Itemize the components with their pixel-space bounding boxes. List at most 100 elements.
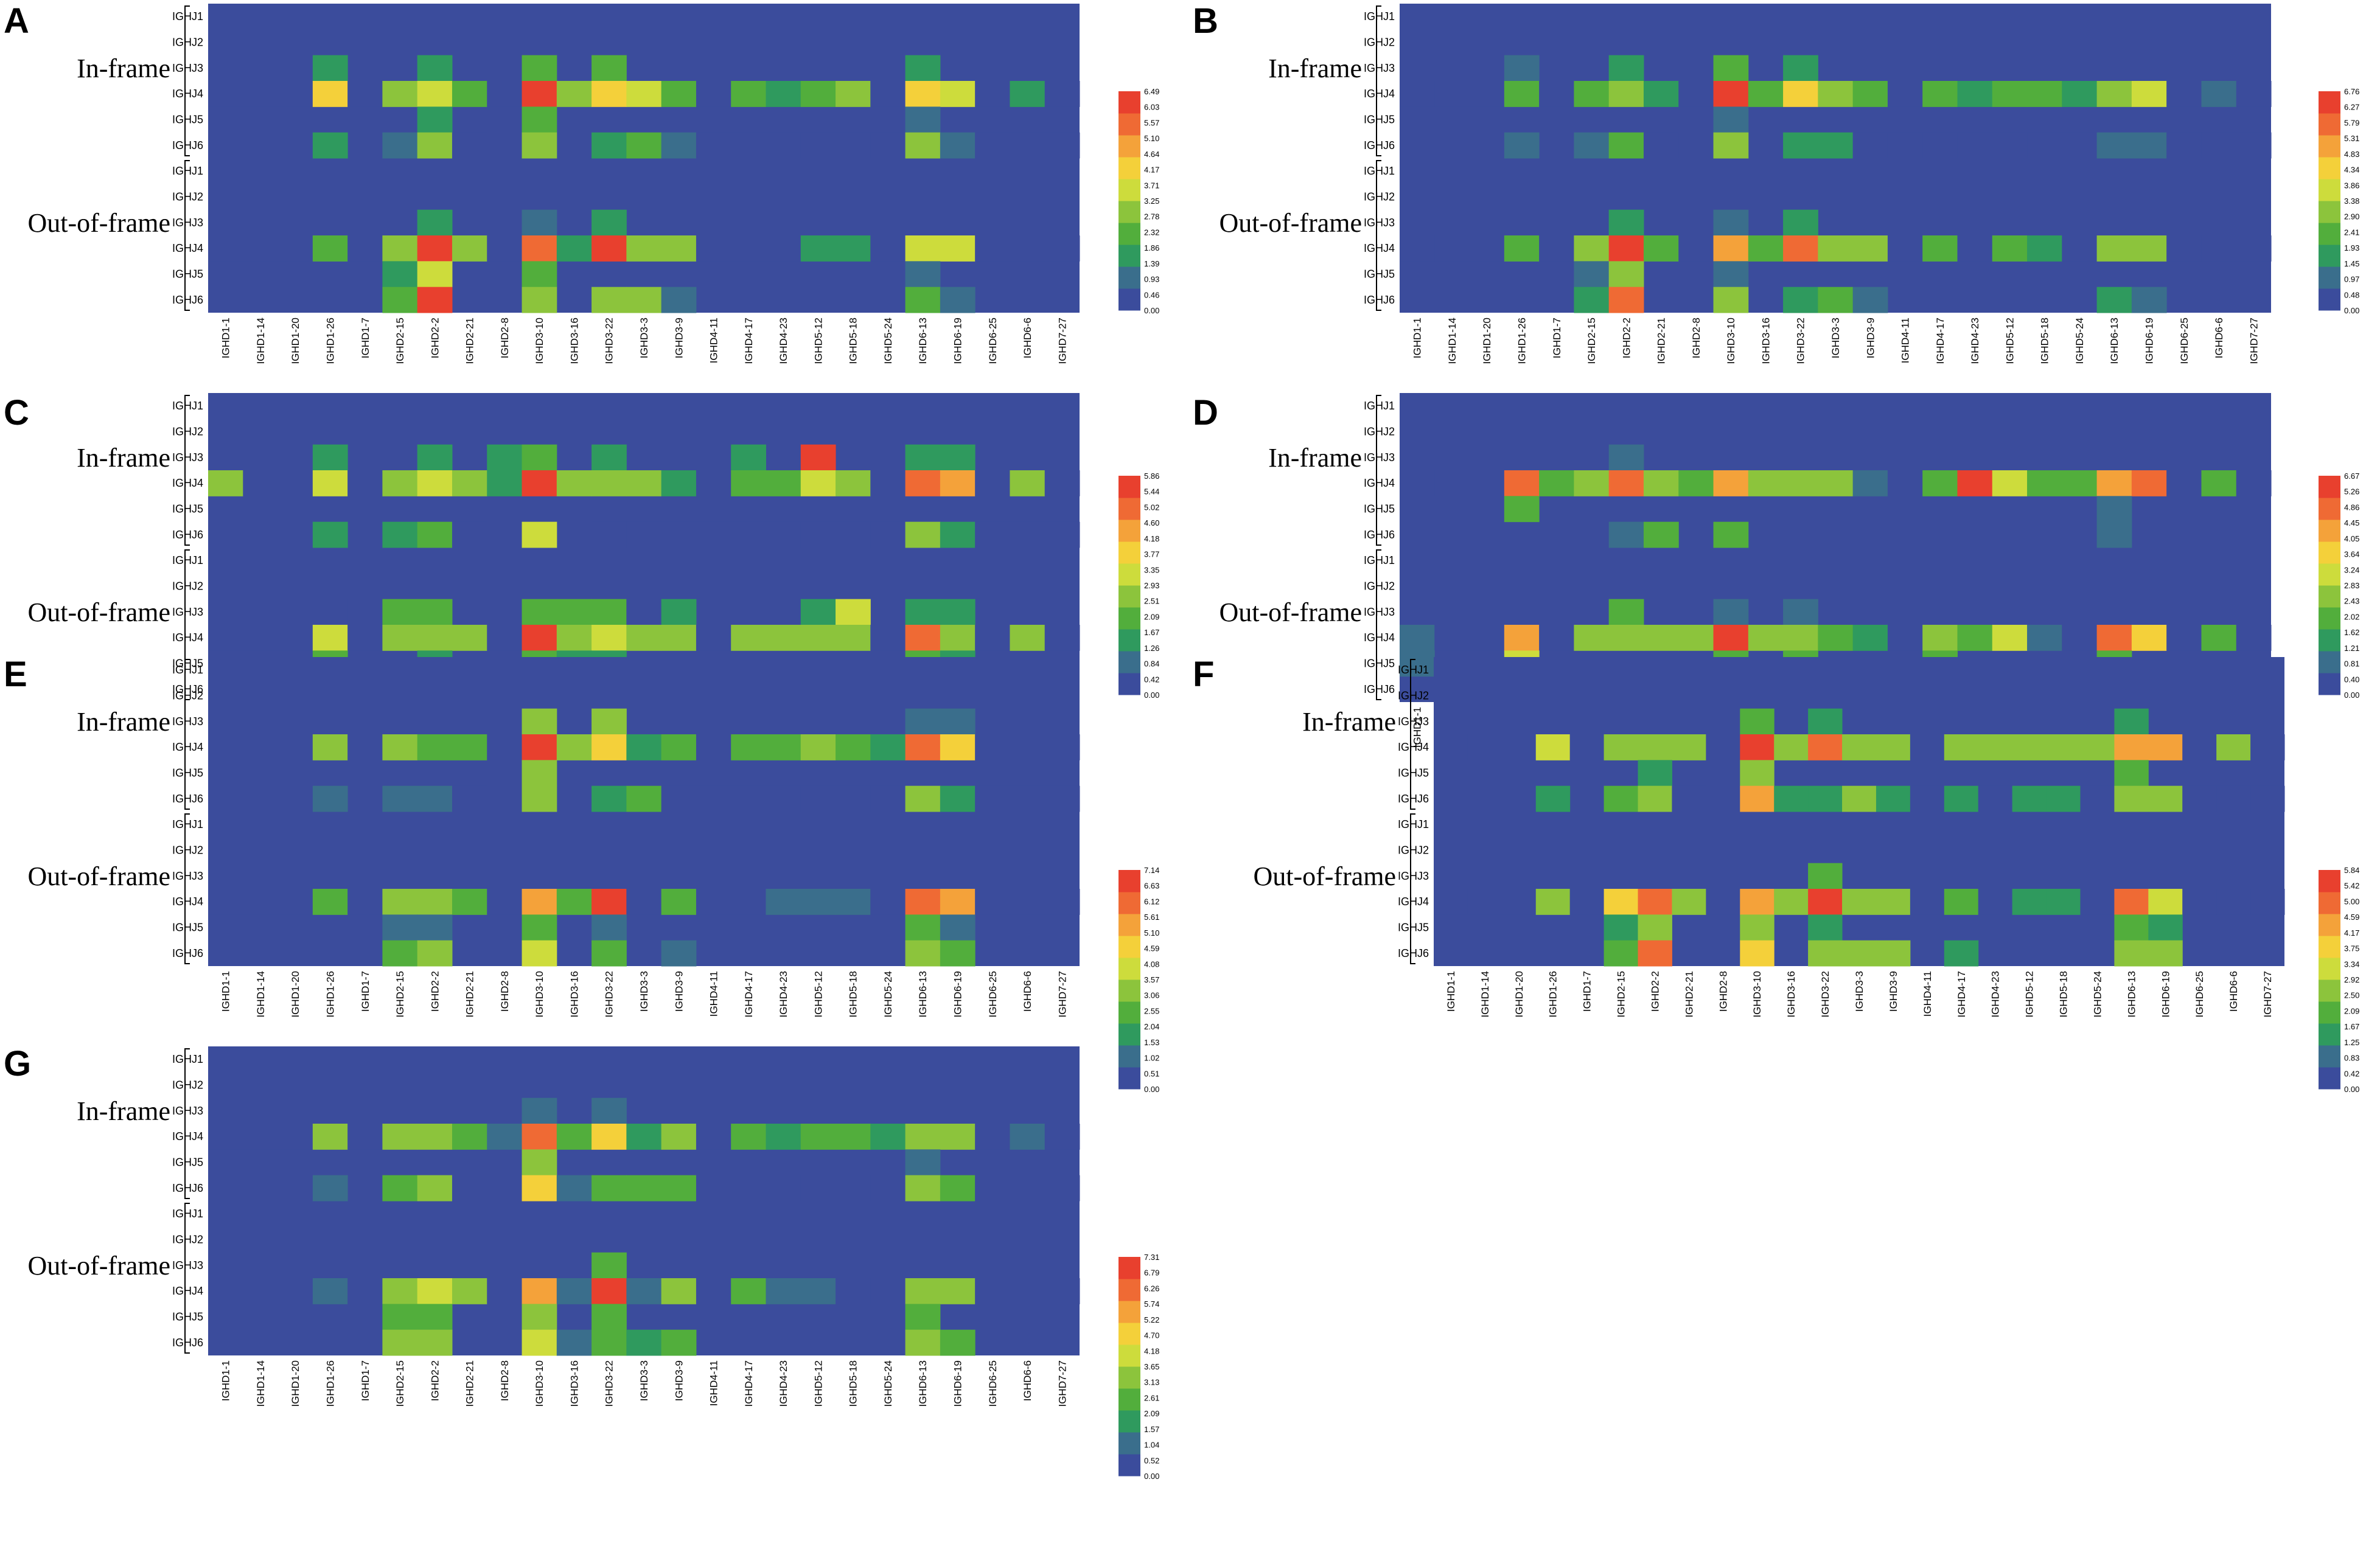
colorbar-tick-label: 2.92	[2344, 975, 2359, 984]
j-gene-label: IGHJ6	[172, 947, 203, 959]
heatmap-cell	[452, 1278, 487, 1304]
heatmap-cell	[1842, 785, 1877, 812]
heatmap-cell	[2182, 889, 2217, 915]
j-gene-label: IGHJ1	[1364, 400, 1395, 412]
heatmap-cell	[312, 132, 348, 159]
heatmap-cell	[556, 1175, 592, 1202]
heatmap-cell	[905, 1175, 941, 1202]
heatmap-cell	[417, 287, 453, 313]
j-gene-label: IGHJ3	[1398, 870, 1429, 882]
colorbar-tick-label: 4.34	[2344, 165, 2359, 175]
heatmap-cell	[836, 81, 871, 107]
heatmap-cell	[696, 1175, 731, 1202]
colorbar-tick-label: 2.83	[2344, 581, 2359, 590]
heatmap-cell	[1469, 625, 1505, 651]
colorbar-tick-label: 1.67	[2344, 1022, 2359, 1031]
heatmap-cell	[1010, 1175, 1045, 1202]
frame-group-label: Out-of-frame	[27, 861, 170, 891]
heatmap-cell	[347, 470, 383, 496]
heatmap-cell	[1574, 625, 1610, 651]
colorbar-swatch	[2319, 1067, 2340, 1090]
heatmap-cell	[2148, 734, 2183, 760]
frame-group-label: In-frame	[77, 443, 170, 473]
d-gene-label: IGHD2-2	[429, 1360, 441, 1401]
heatmap-cell	[1643, 132, 1679, 159]
heatmap-cell	[2027, 235, 2062, 262]
heatmap-cell	[556, 1278, 592, 1304]
colorbar-tick-label: 0.42	[1144, 675, 1159, 684]
d-gene-label: IGHD3-9	[673, 971, 685, 1012]
heatmap-cell	[592, 209, 627, 236]
heatmap-cell	[2012, 734, 2047, 760]
j-gene-label: IGHJ5	[1364, 658, 1395, 670]
d-gene-label: IGHD4-17	[1956, 971, 1967, 1018]
j-gene-label: IGHJ3	[1364, 217, 1395, 229]
group-bracket	[184, 1203, 190, 1354]
heatmap-cell	[1713, 55, 1749, 82]
heatmap-cell	[905, 708, 941, 735]
heatmap-cell	[2201, 625, 2237, 651]
heatmap-cell	[417, 889, 453, 915]
heatmap-cell	[487, 444, 523, 471]
heatmap-cell	[661, 625, 697, 651]
heatmap-cell	[905, 889, 941, 915]
heatmap-cell	[1469, 81, 1505, 107]
colorbar-tick-label: 3.25	[1144, 197, 1159, 206]
heatmap-cell	[417, 235, 453, 262]
heatmap-cell	[522, 235, 557, 262]
heatmap-cell	[417, 1329, 453, 1356]
colorbar-tick-label: 5.10	[1144, 928, 1159, 937]
heatmap-cell	[1852, 132, 1888, 159]
heatmap-cell	[1535, 785, 1571, 812]
heatmap-cell	[905, 55, 941, 82]
heatmap-cell	[312, 55, 348, 82]
heatmap-cell	[1910, 734, 1945, 760]
d-gene-label: IGHD2-21	[464, 971, 476, 1018]
heatmap-cell	[452, 235, 487, 262]
heatmap-cell	[1944, 785, 1979, 812]
heatmap-cell	[696, 1278, 731, 1304]
heatmap-cell	[1922, 132, 1958, 159]
heatmap-cell	[2131, 287, 2167, 313]
heatmap-cell	[905, 261, 941, 288]
heatmap-cell	[870, 1278, 906, 1304]
j-gene-label: IGHJ5	[172, 658, 203, 670]
heatmap-cell	[836, 734, 871, 760]
heatmap-cell	[661, 1124, 697, 1150]
heatmap-cell	[417, 132, 453, 159]
d-gene-label: IGHD3-22	[604, 971, 615, 1018]
colorbar-swatch	[1118, 673, 1140, 695]
heatmap-cell	[2012, 889, 2047, 915]
heatmap-cell	[626, 1278, 662, 1304]
heatmap-cell	[1044, 81, 1080, 107]
heatmap-cell	[696, 625, 731, 651]
heatmap-cell	[905, 1329, 941, 1356]
heatmap-cell	[1957, 132, 1993, 159]
heatmap-cell	[1713, 106, 1749, 133]
j-gene-label: IGHJ5	[172, 503, 203, 515]
colorbar-tick-label: 1.53	[1144, 1038, 1159, 1047]
heatmap-cell	[1044, 1124, 1080, 1150]
heatmap-cell	[696, 734, 731, 760]
heatmap-cell	[766, 1278, 801, 1304]
j-gene-label: IGHJ1	[1398, 664, 1429, 676]
heatmap-cell	[592, 1097, 627, 1124]
group-bracket	[184, 395, 190, 546]
heatmap-cell	[975, 785, 1010, 812]
group-bracket	[1376, 395, 1381, 546]
colorbar-tick-label: 1.02	[1144, 1054, 1159, 1063]
frame-group-label: In-frame	[1268, 54, 1362, 83]
d-gene-label: IGHD3-16	[568, 318, 580, 364]
group-bracket	[1376, 549, 1381, 700]
d-gene-label: IGHD5-18	[2058, 971, 2070, 1018]
heatmap-cell	[417, 55, 453, 82]
frame-group-label: In-frame	[77, 707, 170, 737]
heatmap-cell	[592, 889, 627, 915]
heatmap-cell	[1783, 470, 1818, 496]
heatmap-cell	[1467, 734, 1502, 760]
heatmap-cell	[836, 1124, 871, 1150]
colorbar-swatch	[1118, 1001, 1140, 1024]
heatmap-cell	[312, 889, 348, 915]
group-bracket	[184, 5, 190, 156]
heatmap-cell	[731, 625, 766, 651]
